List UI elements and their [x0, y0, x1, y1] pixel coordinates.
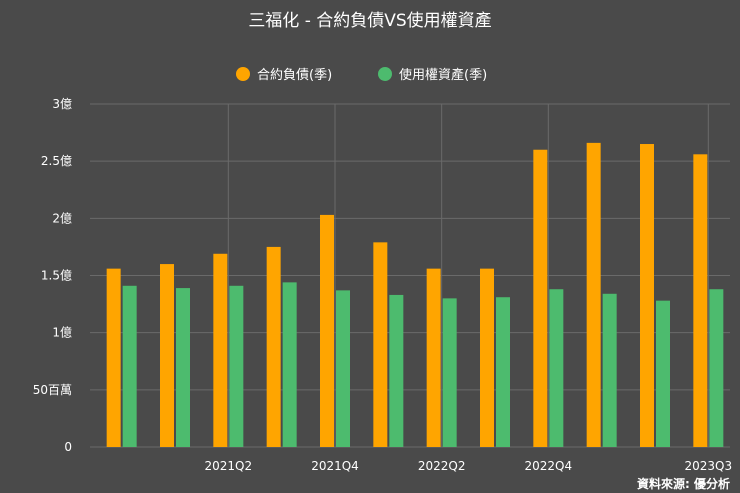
legend-marker: [236, 67, 250, 81]
x-tick-label: 2021Q4: [311, 459, 359, 473]
bar-contract-liabilities: [480, 268, 494, 447]
bar-right-of-use-assets: [229, 285, 244, 447]
bar-right-of-use-assets: [709, 289, 724, 447]
bar-right-of-use-assets: [602, 293, 617, 447]
bar-right-of-use-assets: [656, 300, 670, 447]
bar-contract-liabilities: [693, 154, 708, 447]
x-tick-label: 2021Q2: [205, 459, 253, 473]
y-tick-label: 0: [64, 440, 72, 454]
legend-label: 使用權資產(季): [399, 67, 487, 83]
bar-contract-liabilities: [106, 268, 121, 447]
y-axis-ticks: 0 50百萬 1億 1.5億 2億 2.5億 3億: [33, 97, 72, 454]
bar-contract-liabilities: [320, 214, 334, 447]
bar-right-of-use-assets: [282, 282, 297, 447]
bar-right-of-use-assets: [122, 285, 137, 447]
bar-right-of-use-assets: [496, 297, 510, 447]
legend-label: 合約負債(季): [257, 68, 332, 83]
chart-title: 三福化 - 合約負債VS使用權資產: [248, 10, 491, 31]
y-tick-label: 50百萬: [33, 383, 72, 397]
y-tick-label: 2.5億: [41, 154, 72, 168]
bar-right-of-use-assets: [336, 290, 350, 447]
bar-contract-liabilities: [373, 242, 388, 447]
x-tick-label: 2023Q3: [685, 459, 733, 473]
grid-lines: [90, 103, 730, 448]
bar-right-of-use-assets: [549, 289, 564, 447]
bar-contract-liabilities: [266, 246, 281, 447]
bar-contract-liabilities: [160, 264, 174, 447]
y-tick-label: 3億: [52, 97, 72, 111]
bar-contract-liabilities: [586, 142, 601, 447]
x-tick-label: 2022Q2: [418, 459, 466, 473]
bar-right-of-use-assets: [176, 288, 190, 447]
y-tick-label: 2億: [52, 211, 72, 225]
bar-contract-liabilities: [213, 253, 228, 447]
y-tick-label: 1.5億: [41, 269, 72, 283]
y-tick-label: 1億: [52, 326, 72, 340]
bar-right-of-use-assets: [389, 294, 404, 447]
bar-right-of-use-assets: [442, 298, 457, 447]
bar-contract-liabilities: [640, 144, 654, 447]
x-tick-label: 2022Q4: [525, 459, 573, 473]
legend-marker: [378, 67, 392, 81]
bar-contract-liabilities: [426, 268, 441, 447]
bar-contract-liabilities: [533, 149, 548, 447]
legend: 合約負債(季) 使用權資產(季): [236, 67, 487, 83]
x-axis-ticks: 2021Q2 2021Q4 2022Q2 2022Q4 2023Q3: [205, 459, 733, 473]
bars-group: [106, 142, 724, 447]
source-note: 資料來源: 優分析: [637, 476, 730, 491]
